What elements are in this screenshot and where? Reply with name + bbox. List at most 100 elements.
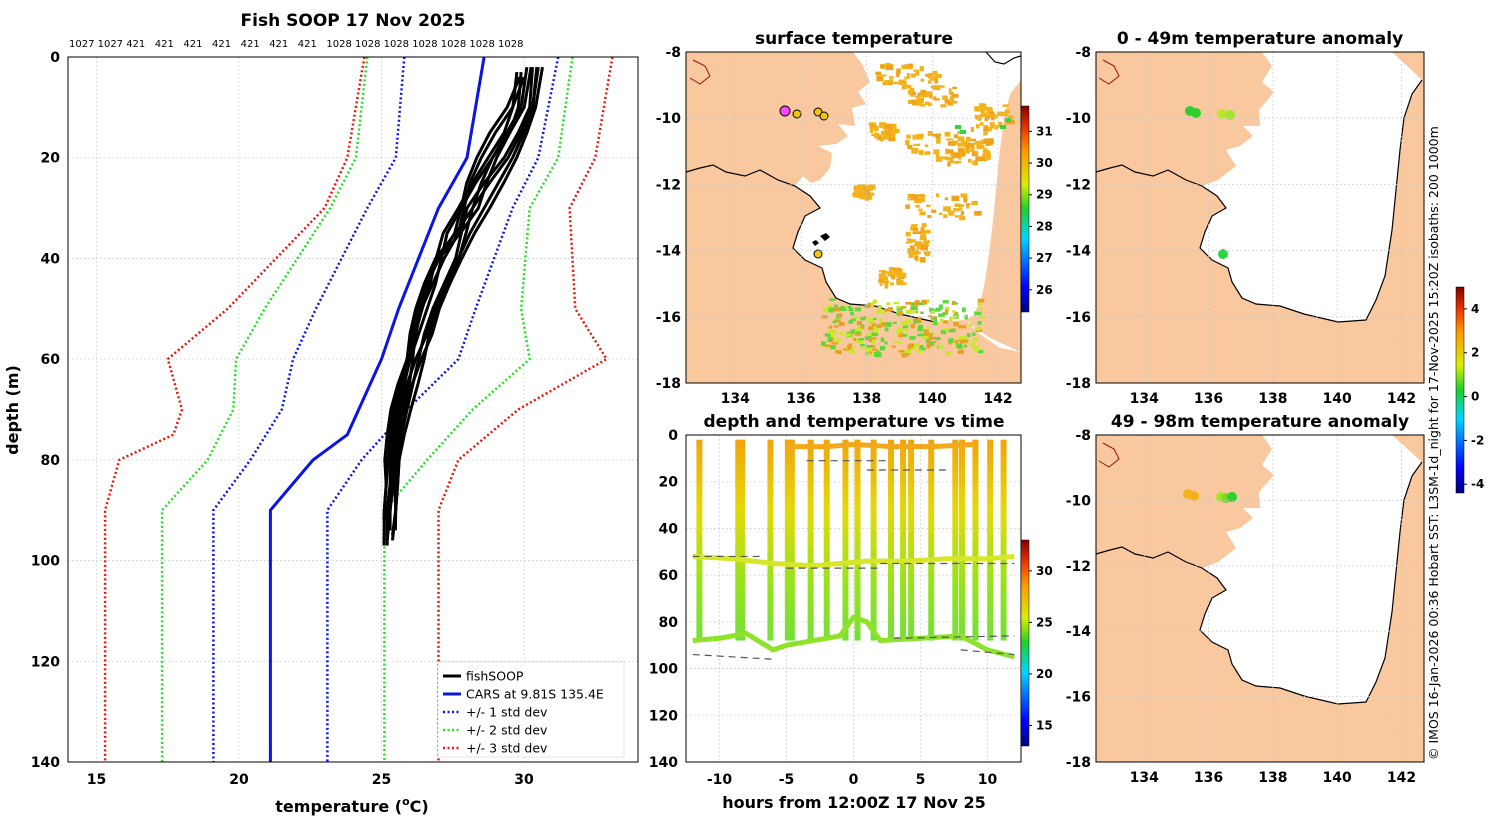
legend-label: +/- 2 std dev (466, 723, 548, 738)
sst-patch (960, 193, 968, 198)
sst-patch (824, 344, 831, 347)
sst-patch (961, 140, 967, 146)
sst-patch (915, 241, 923, 246)
sst-patch (876, 324, 882, 329)
sst-patch (824, 307, 829, 313)
profile-ytick-label: 20 (41, 151, 61, 167)
time-ytick-label: 100 (649, 662, 678, 678)
sst-patch (945, 156, 953, 161)
anomaly-0-49-ticks: 134 136 138 140 142 -8 -10 -12 -14 -16 -18 (1066, 45, 1416, 407)
cast-column (854, 439, 861, 641)
anomaly-colorbar-label: 4 (1471, 302, 1479, 316)
sst-patch (828, 307, 834, 313)
sst-patch (865, 348, 872, 353)
sst-patch (910, 324, 915, 329)
sst-patch (952, 86, 957, 90)
surface-colorbar-label: 27 (1036, 251, 1053, 265)
sst-sample-dot (813, 249, 823, 259)
sst-patch (1000, 125, 1006, 129)
surface-colorbar-label: 28 (1036, 219, 1053, 233)
sst-patch (954, 141, 959, 145)
sst-patch (855, 307, 862, 312)
sst-patch (928, 336, 935, 340)
sst-patch (934, 78, 939, 84)
sst-patch (913, 228, 919, 231)
time-colorbar-label: 20 (1036, 667, 1053, 681)
sst-patch (983, 112, 990, 116)
sst-patch (895, 341, 902, 344)
sst-patch (925, 73, 931, 77)
sst-patch (933, 319, 938, 323)
sst-patch (915, 69, 920, 76)
sst-patch (898, 81, 906, 86)
sst-patch (865, 352, 870, 355)
sst-patch (976, 307, 983, 310)
sst-patch (998, 121, 1003, 128)
sst-patch (973, 160, 978, 166)
anomaly-49-98-xtick-label: 142 (1387, 770, 1416, 786)
sst-patch (1002, 104, 1010, 107)
sst-patch (917, 325, 924, 328)
sst-patch (944, 197, 949, 201)
sst-patch (910, 310, 917, 314)
sst-patch (869, 332, 873, 338)
sst-patch (933, 149, 940, 155)
profile-top-label: 1028 (384, 39, 409, 50)
sst-patch (874, 352, 881, 358)
cast-column (735, 439, 742, 641)
sst-patch (953, 161, 959, 164)
anomaly-0-49-coast (1095, 79, 1423, 323)
profile-top-label: 1028 (498, 39, 523, 50)
sst-patch (957, 349, 964, 354)
time-xtick-label: 0 (849, 772, 859, 788)
sst-patch (875, 71, 882, 76)
sst-patch (887, 273, 892, 276)
sst-patch (916, 100, 923, 104)
sst-patch (908, 63, 913, 68)
sst-patch (922, 335, 929, 340)
mid-track (692, 553, 1015, 569)
sst-patch (868, 326, 875, 331)
sst-patch (934, 337, 941, 340)
sst-patch (896, 272, 904, 278)
sst-patch (924, 101, 929, 105)
sst-patch (857, 192, 864, 197)
sst-patch (959, 215, 963, 221)
sst-patch (893, 301, 900, 305)
sst-patch (911, 344, 917, 350)
anomaly-49-98-xtick-label: 140 (1323, 770, 1352, 786)
sst-patch (897, 310, 903, 315)
sst-patch (919, 104, 926, 107)
sst-patch (966, 333, 971, 338)
sst-patch (922, 232, 926, 238)
sst-patch (949, 158, 954, 164)
anomaly-49-98-ytick-label: -16 (1066, 690, 1091, 706)
anomaly-0-49-dots (1185, 106, 1235, 259)
sst-patch (907, 198, 915, 201)
sst-patch (884, 327, 889, 332)
surface-colorbar-label: 30 (1036, 156, 1053, 170)
sst-patch (884, 308, 888, 312)
sst-patch (835, 338, 842, 343)
surface-map-xtick-label: 138 (852, 391, 881, 407)
cast-column (739, 439, 746, 641)
anomaly-49-98-ytick-label: -8 (1075, 428, 1091, 444)
sst-patch (974, 210, 982, 216)
sst-patch (859, 190, 863, 195)
surface-map-ytick-label: -16 (656, 310, 681, 326)
anomaly-dot (1189, 491, 1199, 501)
sst-patch (916, 243, 924, 250)
sst-patch (867, 303, 871, 308)
sst-patch (901, 85, 906, 90)
anomaly-49-98-land-south (1096, 547, 1424, 762)
anomaly-0-49-ytick-label: -12 (1066, 177, 1091, 193)
land-top-left (686, 52, 870, 186)
sst-patch (877, 134, 882, 141)
sst-patch (880, 64, 884, 68)
anomaly-49-98-dots (1183, 489, 1237, 503)
sst-patch (901, 334, 908, 337)
anomaly-0-49-xtick-label: 134 (1130, 391, 1159, 407)
sst-patch (988, 112, 996, 119)
sst-patch (924, 144, 929, 147)
